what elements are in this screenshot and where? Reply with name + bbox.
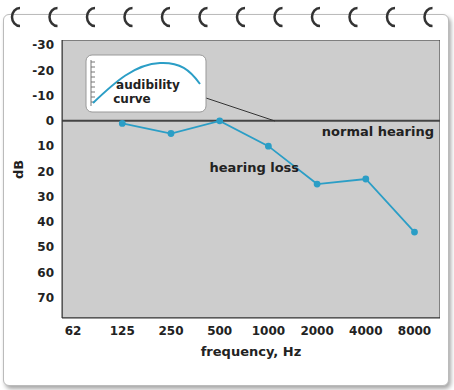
svg-text:40: 40 [37, 215, 54, 229]
svg-text:0: 0 [46, 114, 54, 128]
svg-text:500: 500 [207, 324, 232, 338]
svg-text:62: 62 [65, 324, 82, 338]
svg-text:audibilitycurve: audibilitycurve [113, 78, 180, 106]
svg-text:-30: -30 [32, 38, 54, 52]
svg-text:-10: -10 [32, 89, 54, 103]
svg-text:10: 10 [37, 139, 54, 153]
svg-text:125: 125 [110, 324, 135, 338]
svg-text:250: 250 [158, 324, 183, 338]
svg-text:50: 50 [37, 240, 54, 254]
svg-text:20: 20 [37, 165, 54, 179]
svg-text:frequency, Hz: frequency, Hz [201, 344, 302, 359]
svg-text:hearing loss: hearing loss [209, 160, 299, 175]
svg-text:60: 60 [37, 266, 54, 280]
svg-text:8000: 8000 [398, 324, 431, 338]
svg-text:dB: dB [11, 160, 26, 179]
svg-text:-20: -20 [32, 64, 54, 78]
svg-text:30: 30 [37, 190, 54, 204]
svg-text:4000: 4000 [349, 324, 382, 338]
svg-text:70: 70 [37, 291, 54, 305]
svg-text:1000: 1000 [252, 324, 285, 338]
svg-text:2000: 2000 [300, 324, 333, 338]
svg-text:normal hearing: normal hearing [322, 124, 434, 139]
